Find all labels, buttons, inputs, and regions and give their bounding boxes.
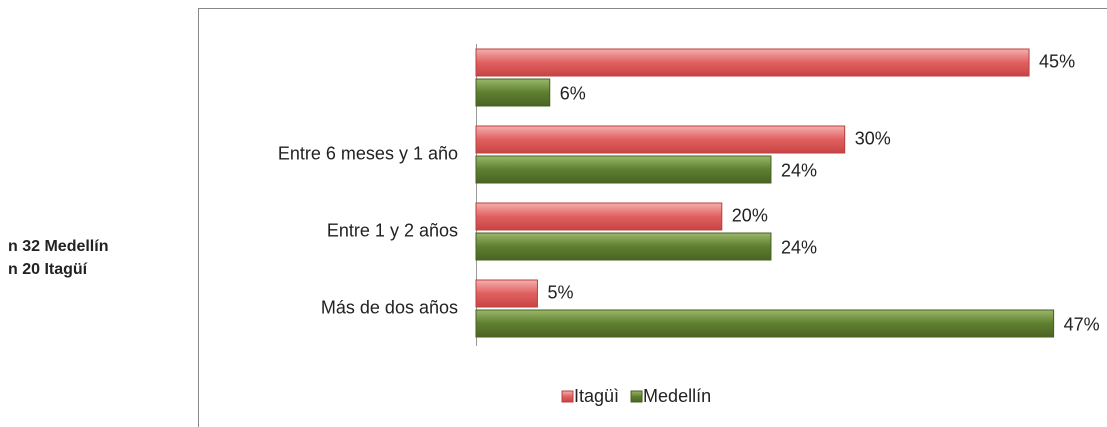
value-label: 5% — [547, 282, 573, 302]
plot-border — [198, 8, 1107, 427]
value-label: 20% — [732, 205, 768, 225]
bar — [475, 279, 538, 308]
bar — [475, 78, 551, 107]
bar — [475, 48, 1030, 77]
annotation: n 20 Itagüí — [8, 261, 88, 278]
bar — [475, 232, 772, 261]
bar — [475, 125, 846, 154]
annotation: n 32 Medellín — [8, 238, 108, 255]
bar — [475, 309, 1055, 338]
value-label: 6% — [560, 83, 586, 103]
value-label: 24% — [781, 160, 817, 180]
legend-label: Medellín — [643, 386, 711, 406]
bar — [475, 202, 723, 231]
category-label: Más de dos años — [321, 297, 458, 317]
category-label: Entre 6 meses y 1 año — [278, 143, 458, 163]
value-label: 45% — [1039, 51, 1075, 71]
bar — [475, 155, 772, 184]
legend-swatch — [561, 390, 574, 403]
category-label: Entre 1 y 2 años — [327, 220, 458, 240]
value-label: 30% — [855, 128, 891, 148]
legend-label: Itagüì — [574, 386, 619, 406]
legend-swatch — [630, 390, 643, 403]
value-label: 47% — [1064, 314, 1100, 334]
value-label: 24% — [781, 237, 817, 257]
